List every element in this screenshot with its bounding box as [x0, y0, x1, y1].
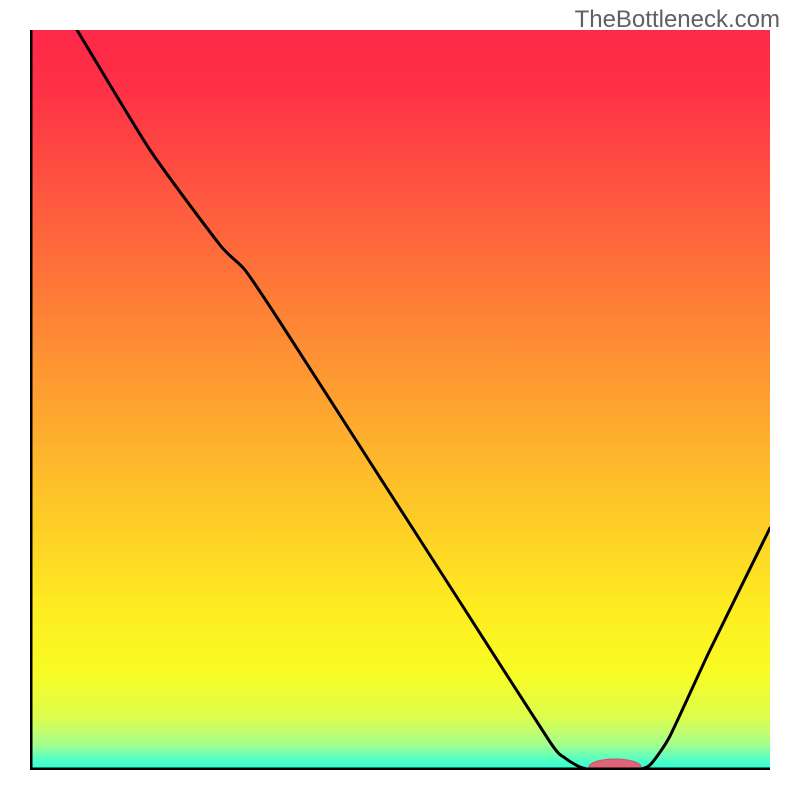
- plot-area: [30, 30, 770, 770]
- chart-container: TheBottleneck.com: [0, 0, 800, 800]
- watermark-text: TheBottleneck.com: [575, 6, 780, 34]
- chart-svg: [30, 30, 770, 770]
- gradient-background: [30, 30, 770, 770]
